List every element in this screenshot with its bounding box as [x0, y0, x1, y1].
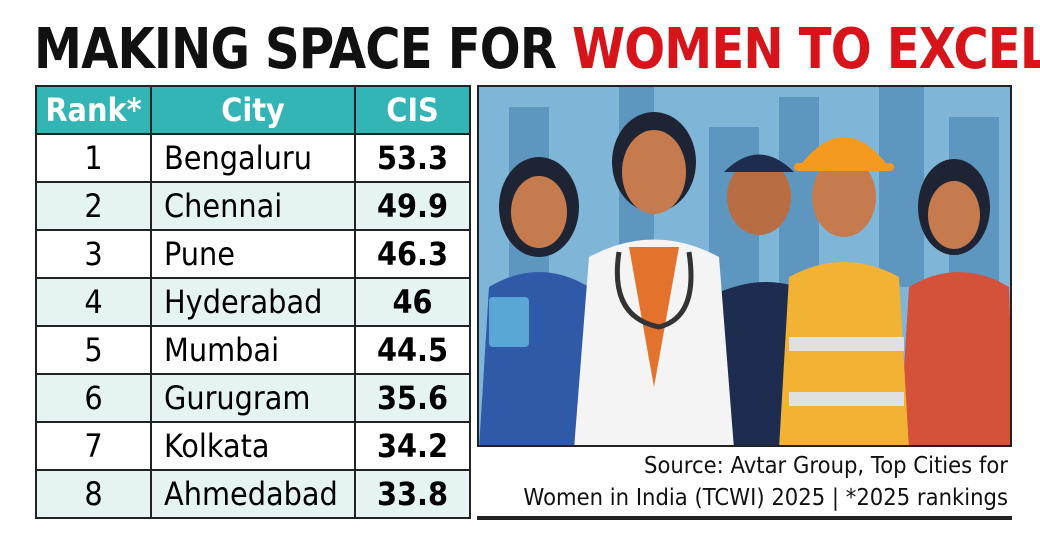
table-header: Rank* City CIS: [35, 85, 471, 135]
cis-value-cell: 49.9: [354, 181, 471, 231]
rank-cell: 3: [35, 229, 152, 279]
city-cell: Ahmedabad: [150, 469, 356, 519]
col-cis: CIS: [354, 85, 471, 135]
woman-red: [899, 159, 1010, 445]
cis-value-cell: 33.8: [354, 469, 471, 519]
rank-cell: 7: [35, 421, 152, 471]
table-row: 3 Pune 46.3: [35, 229, 471, 279]
cis-value-cell: 44.5: [354, 325, 471, 375]
city-cell: Chennai: [150, 181, 356, 231]
table-row: 7 Kolkata 34.2: [35, 421, 471, 471]
women-professionals-illustration: [477, 85, 1012, 447]
table-row: 6 Gurugram 35.6: [35, 373, 471, 423]
bottom-rule: [477, 516, 1012, 520]
col-city: City: [150, 85, 356, 135]
rank-cell: 8: [35, 469, 152, 519]
city-cell: Hyderabad: [150, 277, 356, 327]
col-rank: Rank*: [35, 85, 152, 135]
woman-hardhat: [779, 137, 909, 445]
source-note: Source: Avtar Group, Top Cities for Wome…: [523, 453, 1008, 511]
cis-value-cell: 34.2: [354, 421, 471, 471]
rank-cell: 5: [35, 325, 152, 375]
woman-doctor: [574, 112, 734, 445]
city-cell: Gurugram: [150, 373, 356, 423]
cis-value-cell: 46.3: [354, 229, 471, 279]
cis-value-cell: 35.6: [354, 373, 471, 423]
city-cell: Bengaluru: [150, 133, 356, 183]
table-row: 8 Ahmedabad 33.8: [35, 469, 471, 519]
city-cell: Mumbai: [150, 325, 356, 375]
table-row: 4 Hyderabad 46: [35, 277, 471, 327]
woman-blue: [479, 157, 599, 445]
rank-cell: 1: [35, 133, 152, 183]
city-ranking-table: Rank* City CIS 1 Bengaluru 53.3 2 Chennai 49.…: [35, 85, 471, 519]
city-cell: Pune: [150, 229, 356, 279]
headline: MAKING SPACE FOR WOMEN TO EXCEL: [34, 17, 1040, 82]
rank-cell: 4: [35, 277, 152, 327]
table-row: 2 Chennai 49.9: [35, 181, 471, 231]
rank-cell: 6: [35, 373, 152, 423]
cis-value-cell: 53.3: [354, 133, 471, 183]
rank-cell: 2: [35, 181, 152, 231]
city-cell: Kolkata: [150, 421, 356, 471]
table-row: 5 Mumbai 44.5: [35, 325, 471, 375]
table-row: 1 Bengaluru 53.3: [35, 133, 471, 183]
cis-value-cell: 46: [354, 277, 471, 327]
